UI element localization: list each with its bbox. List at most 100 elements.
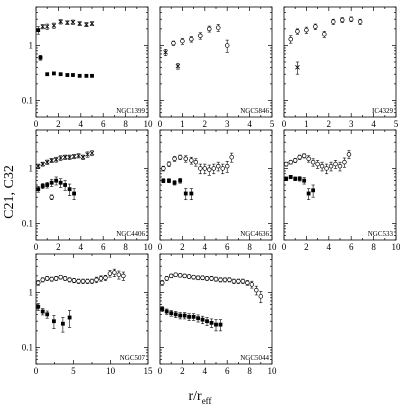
marker-open-circle <box>200 275 205 280</box>
x-tick-label: 8 <box>123 119 128 129</box>
y-tick-label: 0.1 <box>22 342 33 352</box>
data-point <box>49 194 54 201</box>
panel-label: NGC1399 <box>116 107 145 115</box>
data-point <box>191 313 196 321</box>
x-tick-label: 2 <box>180 366 185 376</box>
marker-filled-square <box>63 183 68 187</box>
data-point <box>331 18 336 25</box>
data-point <box>36 186 41 193</box>
panel-ngc507: 0 5 10 15 0.1 1 NGC507 <box>22 253 153 376</box>
marker-filled-square <box>173 312 178 317</box>
x-tick-label: 5 <box>71 366 76 376</box>
marker-filled-square <box>52 319 56 324</box>
marker-open-circle <box>98 276 104 281</box>
marker-filled-square <box>297 176 302 181</box>
data-point <box>200 315 205 325</box>
marker-cross <box>163 50 168 55</box>
y-axis-title: C21, C32 <box>2 165 17 219</box>
x-tick-label: 2 <box>56 242 61 252</box>
data-point <box>304 26 309 34</box>
marker-open-circle <box>107 271 113 276</box>
marker-filled-square <box>169 311 174 316</box>
x-tick-label: 8 <box>247 366 252 376</box>
data-point <box>60 317 65 333</box>
data-point <box>164 308 169 315</box>
data-point <box>166 161 172 167</box>
data-point <box>45 181 50 189</box>
x-tick-label: 0 <box>34 366 39 376</box>
marker-open-circle <box>204 276 210 281</box>
marker-filled-square <box>311 188 316 193</box>
marker-filled-square <box>90 73 94 78</box>
marker-filled-square <box>284 176 289 181</box>
panel-label: NGC507 <box>120 354 146 362</box>
data-point <box>38 55 43 61</box>
data-point <box>295 28 300 35</box>
series-filled <box>161 178 194 201</box>
marker-filled-square <box>40 184 45 188</box>
data-point <box>283 161 289 167</box>
marker-open-circle <box>288 159 293 165</box>
panel-label: NGC5846 <box>240 107 269 115</box>
x-tick-label: 4 <box>79 242 84 252</box>
marker-filled-square <box>191 314 196 319</box>
marker-open-circle <box>103 275 108 280</box>
marker-filled-square <box>71 73 75 77</box>
data-point <box>159 280 165 286</box>
marker-open-circle <box>297 154 302 160</box>
marker-open-circle <box>211 166 217 171</box>
x-axis-title-subscript: eff <box>202 396 212 406</box>
data-point <box>211 163 217 175</box>
marker-open-circle <box>202 166 208 171</box>
data-point <box>70 19 76 25</box>
marker-filled-square <box>167 178 171 183</box>
data-point <box>229 152 234 163</box>
data-point <box>187 313 192 321</box>
data-point <box>172 156 177 162</box>
marker-cross <box>40 161 46 167</box>
data-point <box>40 308 45 316</box>
marker-open-circle <box>301 153 307 159</box>
data-point <box>65 20 70 25</box>
x-tick-label: 4 <box>203 366 208 376</box>
x-tick-label: 8 <box>123 242 128 252</box>
data-point <box>313 23 318 30</box>
marker-open-circle <box>62 276 68 281</box>
marker-open-circle <box>198 33 203 39</box>
data-point <box>348 16 354 23</box>
data-point <box>85 278 90 284</box>
marker-open-circle <box>254 287 259 293</box>
x-tick-label: 10 <box>144 119 154 129</box>
marker-filled-square <box>40 309 45 314</box>
marker-filled-square <box>205 319 209 324</box>
y-tick-label: 0.1 <box>22 218 33 228</box>
data-point <box>339 17 345 23</box>
marker-open-circle <box>240 278 246 284</box>
data-point <box>306 188 311 201</box>
marker-filled-square <box>49 180 54 185</box>
marker-cross <box>44 159 50 165</box>
series-cross <box>295 61 300 75</box>
marker-open-circle <box>182 273 187 279</box>
x-tick-label: 2 <box>56 119 61 129</box>
marker-open-circle <box>49 194 54 200</box>
data-point <box>207 25 212 33</box>
data-point <box>214 319 218 332</box>
x-tick-label: 10 <box>392 242 400 252</box>
marker-open-circle <box>215 25 221 30</box>
x-tick-label: 4 <box>203 242 208 252</box>
data-point <box>209 318 214 328</box>
data-point <box>258 290 264 304</box>
data-point <box>254 285 259 296</box>
data-point <box>49 158 54 163</box>
data-point <box>178 312 183 320</box>
data-point <box>195 275 201 281</box>
panel-frame <box>159 253 273 365</box>
data-point <box>98 275 104 282</box>
marker-open-circle <box>44 276 50 281</box>
marker-open-circle <box>245 280 250 286</box>
data-point <box>193 158 199 167</box>
data-point <box>189 36 194 43</box>
data-point <box>183 155 189 163</box>
